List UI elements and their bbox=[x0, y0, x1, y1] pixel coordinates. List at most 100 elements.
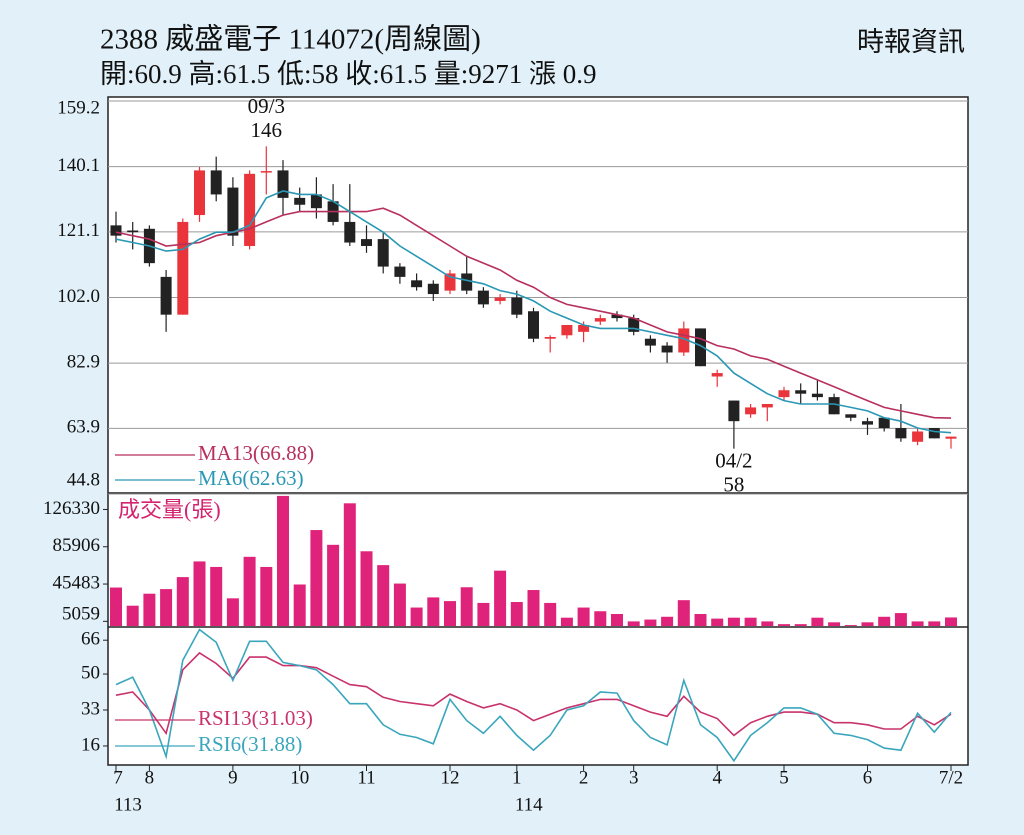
volume-bar bbox=[410, 607, 423, 626]
volume-bar bbox=[811, 617, 824, 626]
y-tick-label: 121.1 bbox=[57, 220, 100, 241]
volume-bar bbox=[343, 503, 356, 626]
volume-bar bbox=[727, 617, 740, 626]
y-tick-label: 140.1 bbox=[57, 155, 100, 176]
volume-bar bbox=[894, 613, 907, 626]
volume-bar bbox=[327, 544, 340, 626]
volume-bar bbox=[694, 614, 707, 626]
volume-bar bbox=[277, 495, 289, 626]
volume-bar bbox=[844, 625, 857, 626]
volume-bar bbox=[911, 621, 924, 626]
volume-bar bbox=[460, 587, 473, 626]
legend-label: RSI13(31.03) bbox=[198, 706, 313, 730]
volume-bar bbox=[427, 597, 440, 626]
volume-bar bbox=[226, 598, 239, 626]
x-tick-label: 9 bbox=[228, 767, 238, 788]
volume-bar bbox=[677, 600, 690, 626]
candle-body bbox=[828, 397, 840, 415]
y-tick-label: 45483 bbox=[53, 572, 101, 593]
volume-bar bbox=[627, 621, 640, 626]
y-tick-label: 33 bbox=[81, 698, 100, 719]
candle-body bbox=[244, 173, 256, 246]
candle-body bbox=[511, 297, 523, 315]
candle-body bbox=[895, 428, 907, 439]
volume-bar bbox=[444, 601, 456, 626]
candle-body bbox=[878, 417, 890, 429]
chart-subtitle: 開:60.9 高:61.5 低:58 收:61.5 量:9271 漲 0.9 bbox=[100, 59, 597, 89]
candle-body bbox=[661, 345, 673, 353]
candle-body bbox=[945, 436, 957, 439]
volume-bar bbox=[594, 611, 607, 626]
volume-bar bbox=[761, 621, 774, 626]
legend-label: MA13(66.88) bbox=[198, 441, 314, 465]
annotation-date: 04/2 bbox=[715, 448, 752, 472]
y-tick-label: 82.9 bbox=[67, 351, 100, 372]
candle-body bbox=[711, 373, 723, 377]
volume-bar bbox=[210, 566, 223, 626]
volume-bar bbox=[510, 602, 523, 626]
volume-bar bbox=[360, 551, 373, 626]
x-tick-label: 4 bbox=[712, 767, 722, 788]
volume-bar bbox=[477, 602, 490, 626]
x-year-label: 114 bbox=[515, 794, 543, 815]
candle-body bbox=[845, 414, 857, 418]
candle-body bbox=[795, 390, 807, 394]
x-tick-label: 2 bbox=[579, 767, 589, 788]
volume-bar bbox=[243, 556, 256, 626]
candle-body bbox=[561, 324, 573, 336]
volume-bar bbox=[193, 561, 206, 626]
volume-bar bbox=[828, 622, 841, 626]
y-tick-label: 85906 bbox=[53, 535, 101, 556]
candle-body bbox=[928, 428, 940, 439]
candle-body bbox=[210, 170, 222, 195]
candle-body bbox=[177, 221, 189, 315]
annotation-value: 146 bbox=[251, 118, 283, 142]
candle-body bbox=[578, 324, 590, 332]
rsi-line bbox=[115, 628, 952, 763]
candle-body bbox=[361, 239, 372, 246]
candle-body bbox=[544, 337, 556, 339]
candle-body bbox=[461, 273, 473, 291]
volume-bar bbox=[577, 607, 590, 626]
volume-bar bbox=[744, 617, 757, 626]
candle-body bbox=[227, 187, 239, 236]
volume-bar bbox=[110, 587, 122, 626]
volume-bar bbox=[778, 624, 790, 626]
candle-body bbox=[127, 230, 139, 233]
x-tick-label: 10 bbox=[290, 767, 309, 788]
moving-average bbox=[115, 207, 952, 419]
legend-label: MA6(62.63) bbox=[198, 466, 304, 490]
candle-body bbox=[611, 314, 623, 319]
x-tick-label: 7 bbox=[113, 767, 123, 788]
volume-bar bbox=[861, 622, 874, 626]
candle-body bbox=[912, 431, 924, 442]
candle-body bbox=[594, 318, 606, 322]
candle-body bbox=[427, 283, 439, 295]
legend-label: RSI6(31.88) bbox=[198, 732, 302, 756]
candle-body bbox=[477, 290, 489, 305]
candle-body bbox=[444, 273, 456, 291]
volume-bar bbox=[310, 530, 323, 626]
volume-bar bbox=[945, 617, 957, 626]
candle-body bbox=[494, 297, 506, 301]
candle-body bbox=[160, 276, 172, 315]
volume-title: 成交量(張) bbox=[118, 497, 221, 522]
volume-bar bbox=[494, 570, 507, 626]
volume-bar bbox=[393, 583, 406, 626]
x-tick-label: 7/2 bbox=[939, 767, 963, 788]
x-tick-label: 8 bbox=[145, 767, 155, 788]
y-tick-label: 126330 bbox=[43, 498, 100, 519]
y-tick-label: 44.8 bbox=[67, 469, 100, 490]
candle-body bbox=[728, 400, 740, 422]
x-tick-label: 5 bbox=[779, 767, 789, 788]
annotation-date: 09/3 bbox=[248, 94, 285, 118]
y-tick-label: 159.2 bbox=[57, 97, 100, 118]
x-tick-label: 6 bbox=[863, 767, 873, 788]
candle-body bbox=[811, 393, 823, 398]
x-tick-label: 12 bbox=[441, 767, 460, 788]
volume-bar bbox=[711, 618, 724, 626]
volume-bar bbox=[126, 605, 139, 626]
annotation-value: 58 bbox=[723, 472, 744, 496]
